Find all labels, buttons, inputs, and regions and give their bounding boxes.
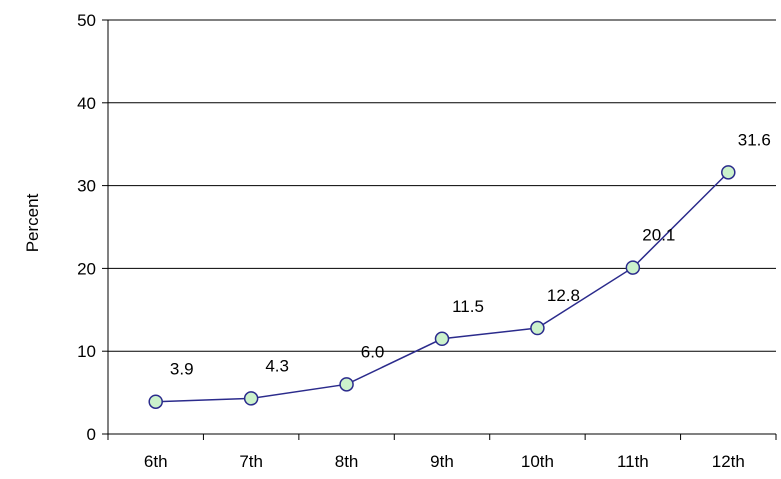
x-tick-label: 11th (617, 452, 649, 471)
x-tick-label: 6th (144, 452, 168, 471)
x-tick-label: 8th (335, 452, 359, 471)
x-tick-label: 10th (521, 452, 554, 471)
data-label: 31.6 (738, 130, 771, 149)
y-tick-label: 50 (77, 11, 96, 30)
axes: 0 10 20 30 40 50 6th 7th 8th 9th 10th 11th 12th (77, 11, 777, 471)
grid-lines (108, 19, 776, 352)
data-label: 20.1 (642, 226, 675, 245)
data-point (625, 260, 641, 275)
data-series (148, 165, 736, 409)
y-tick-label: 20 (77, 259, 96, 278)
data-label: 11.5 (452, 297, 484, 316)
x-tick-label: 9th (430, 452, 454, 471)
data-point (721, 165, 736, 180)
data-point (148, 394, 163, 409)
y-tick-label: 40 (77, 94, 96, 113)
data-label: 12.8 (547, 286, 580, 305)
x-tick-label: 7th (239, 452, 263, 471)
data-label: 4.3 (265, 356, 289, 375)
data-label: 3.9 (170, 360, 194, 379)
data-label: 6.0 (361, 342, 385, 361)
data-labels: 3.9 4.3 6.0 11.5 12.8 20.1 31.6 (170, 130, 771, 378)
data-point (530, 320, 545, 336)
data-point (434, 331, 450, 347)
data-point (243, 391, 259, 406)
y-axis-title: Percent (23, 193, 42, 252)
series-line (155, 171, 729, 403)
data-point (339, 377, 354, 392)
y-tick-label: 30 (77, 177, 96, 196)
y-tick-label: 0 (87, 425, 96, 444)
y-tick-label: 10 (77, 342, 96, 361)
x-tick-label: 12th (712, 452, 745, 471)
